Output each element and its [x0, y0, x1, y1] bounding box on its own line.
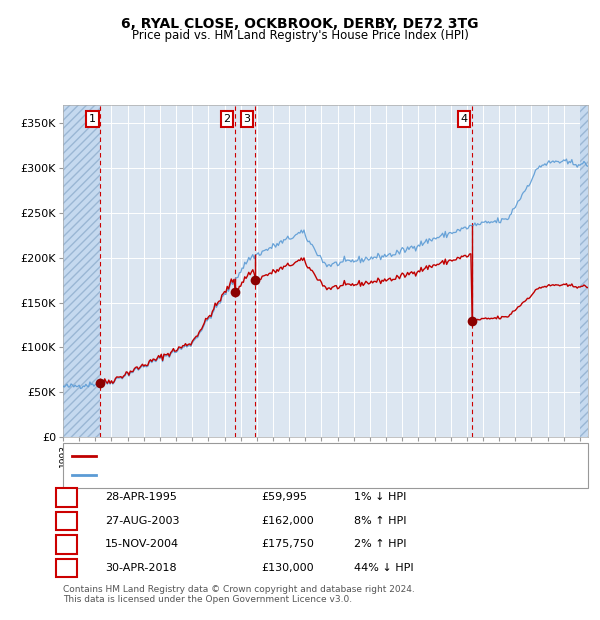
Text: £175,750: £175,750 — [261, 539, 314, 549]
Text: 30-APR-2018: 30-APR-2018 — [105, 563, 176, 573]
Text: 4: 4 — [61, 563, 68, 573]
Text: 28-APR-1995: 28-APR-1995 — [105, 492, 177, 502]
Text: 4: 4 — [461, 114, 467, 124]
Text: 2: 2 — [223, 114, 230, 124]
Text: 1: 1 — [61, 492, 68, 502]
Bar — [63, 105, 100, 437]
Text: Contains HM Land Registry data © Crown copyright and database right 2024.
This d: Contains HM Land Registry data © Crown c… — [63, 585, 415, 604]
Text: £162,000: £162,000 — [261, 516, 314, 526]
Bar — [580, 105, 590, 437]
Text: 1: 1 — [89, 114, 96, 124]
Text: 44% ↓ HPI: 44% ↓ HPI — [354, 563, 413, 573]
Text: £130,000: £130,000 — [261, 563, 314, 573]
Text: 1% ↓ HPI: 1% ↓ HPI — [354, 492, 406, 502]
Text: HPI: Average price, detached house, Erewash: HPI: Average price, detached house, Erew… — [100, 471, 337, 480]
Text: 8% ↑ HPI: 8% ↑ HPI — [354, 516, 407, 526]
Text: 2: 2 — [61, 516, 68, 526]
Text: £59,995: £59,995 — [261, 492, 307, 502]
Text: 6, RYAL CLOSE, OCKBROOK, DERBY, DE72 3TG: 6, RYAL CLOSE, OCKBROOK, DERBY, DE72 3TG — [121, 17, 479, 32]
Text: Price paid vs. HM Land Registry's House Price Index (HPI): Price paid vs. HM Land Registry's House … — [131, 29, 469, 42]
Text: 2% ↑ HPI: 2% ↑ HPI — [354, 539, 407, 549]
Text: 3: 3 — [244, 114, 250, 124]
Text: 15-NOV-2004: 15-NOV-2004 — [105, 539, 179, 549]
Text: 6, RYAL CLOSE, OCKBROOK, DERBY, DE72 3TG (detached house): 6, RYAL CLOSE, OCKBROOK, DERBY, DE72 3TG… — [100, 451, 437, 461]
Text: 27-AUG-2003: 27-AUG-2003 — [105, 516, 179, 526]
Text: 3: 3 — [61, 539, 68, 549]
